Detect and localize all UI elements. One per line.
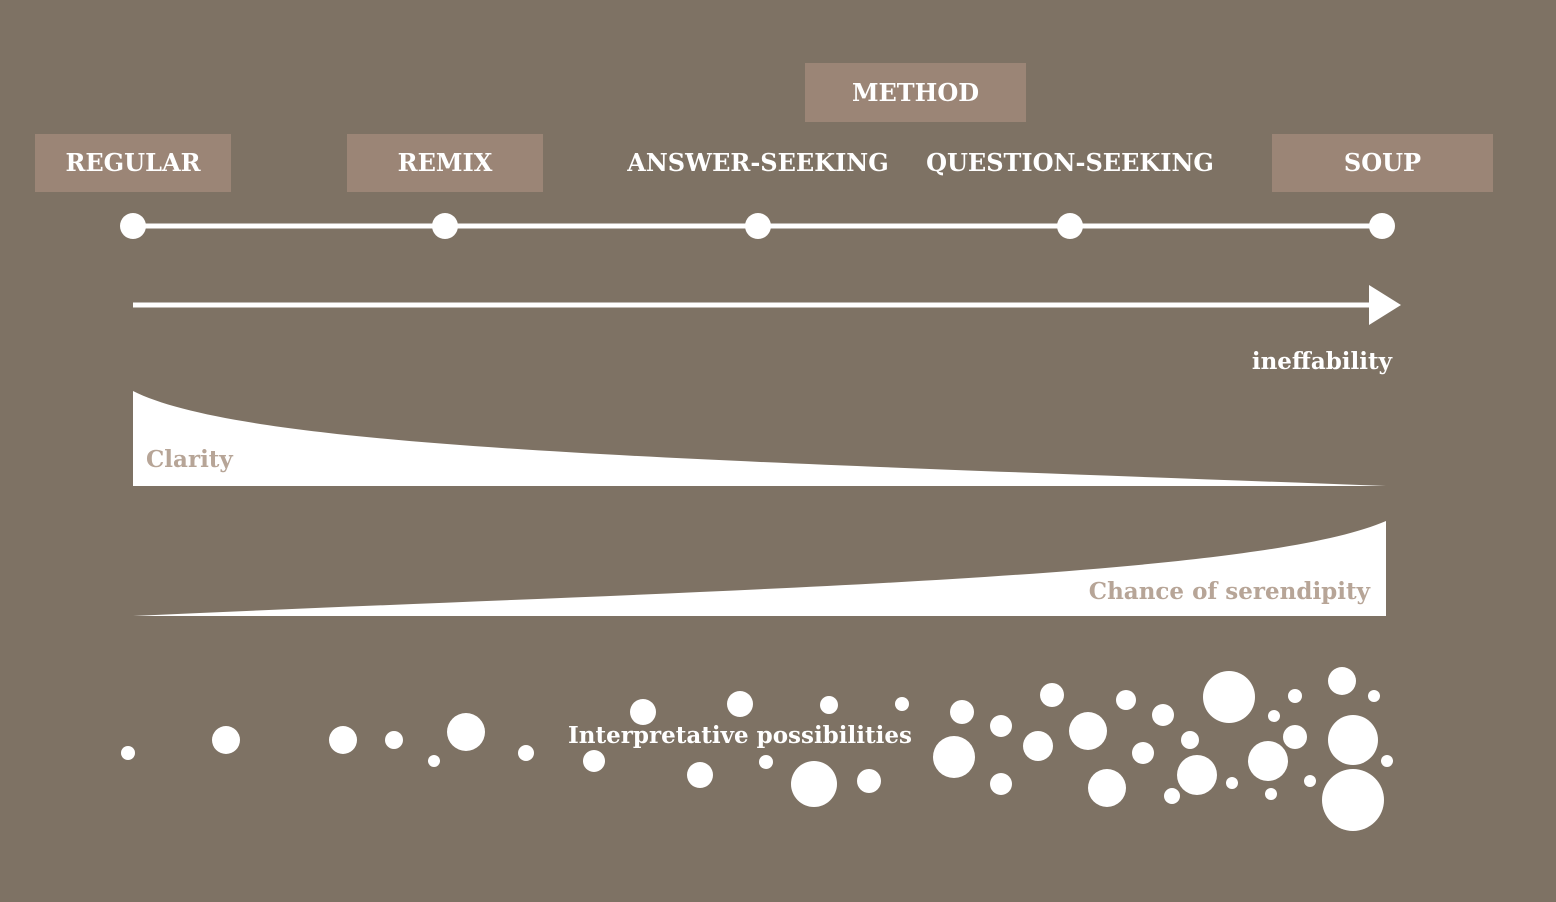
bubble <box>1226 777 1238 789</box>
timeline-node-answer-seeking <box>745 213 771 239</box>
serendipity-label: Chance of serendipity <box>1088 578 1370 605</box>
bubble <box>518 745 534 761</box>
bubble <box>1181 731 1199 749</box>
timeline-node-soup <box>1369 213 1395 239</box>
bubble <box>121 746 135 760</box>
bubble <box>1040 683 1064 707</box>
bubble <box>1368 690 1380 702</box>
bubble <box>791 761 837 807</box>
step-label-question-seeking: QUESTION-SEEKING <box>926 148 1214 177</box>
bubble <box>1322 769 1384 831</box>
bubble <box>857 769 881 793</box>
bubble <box>1328 667 1356 695</box>
bubble <box>583 750 605 772</box>
bubble <box>950 700 974 724</box>
bubble <box>1203 671 1255 723</box>
bubble <box>727 691 753 717</box>
bubble <box>759 755 773 769</box>
bubble <box>1152 704 1174 726</box>
bubble <box>895 697 909 711</box>
bubble <box>1328 715 1378 765</box>
clarity-label: Clarity <box>146 446 233 473</box>
step-box-remix <box>347 134 543 192</box>
bubble <box>1268 710 1280 722</box>
interpretative-possibilities-label: Interpretative possibilities <box>568 722 912 749</box>
step-box-soup <box>1272 134 1493 192</box>
bubble <box>1177 755 1217 795</box>
timeline-node-question-seeking <box>1057 213 1083 239</box>
bubble <box>447 713 485 751</box>
bubble <box>1304 775 1316 787</box>
method-header-label: METHOD <box>851 78 980 107</box>
bubble <box>428 755 440 767</box>
bubble <box>1164 788 1180 804</box>
ineffability-arrow-head <box>1369 285 1401 325</box>
method-header-box <box>805 63 1026 122</box>
bubble <box>1283 725 1307 749</box>
ineffability-label: ineffability <box>1251 348 1392 375</box>
bubble <box>820 696 838 714</box>
step-label-answer-seeking: ANSWER-SEEKING <box>627 148 889 177</box>
bubble <box>329 726 357 754</box>
clarity-wedge <box>133 391 1386 486</box>
bubble <box>1116 690 1136 710</box>
timeline-node-remix <box>432 213 458 239</box>
bubble <box>933 736 975 778</box>
bubble <box>212 726 240 754</box>
step-label-remix: REMIX <box>397 148 493 177</box>
step-label-soup: SOUP <box>1343 148 1422 177</box>
bubble <box>1069 712 1107 750</box>
bubble <box>385 731 403 749</box>
step-box-regular <box>35 134 231 192</box>
interpretative-bubbles <box>121 667 1393 831</box>
bubble <box>990 773 1012 795</box>
bubble <box>1381 755 1393 767</box>
bubble <box>1265 788 1277 800</box>
bubble <box>1288 689 1302 703</box>
timeline-node-regular <box>120 213 146 239</box>
bubble <box>687 762 713 788</box>
bubble <box>1088 769 1126 807</box>
bubble <box>1023 731 1053 761</box>
bubble <box>630 699 656 725</box>
bubble <box>1132 742 1154 764</box>
serendipity-wedge <box>133 521 1386 616</box>
bubble <box>990 715 1012 737</box>
step-label-regular: REGULAR <box>65 148 201 177</box>
bubble <box>1248 741 1288 781</box>
